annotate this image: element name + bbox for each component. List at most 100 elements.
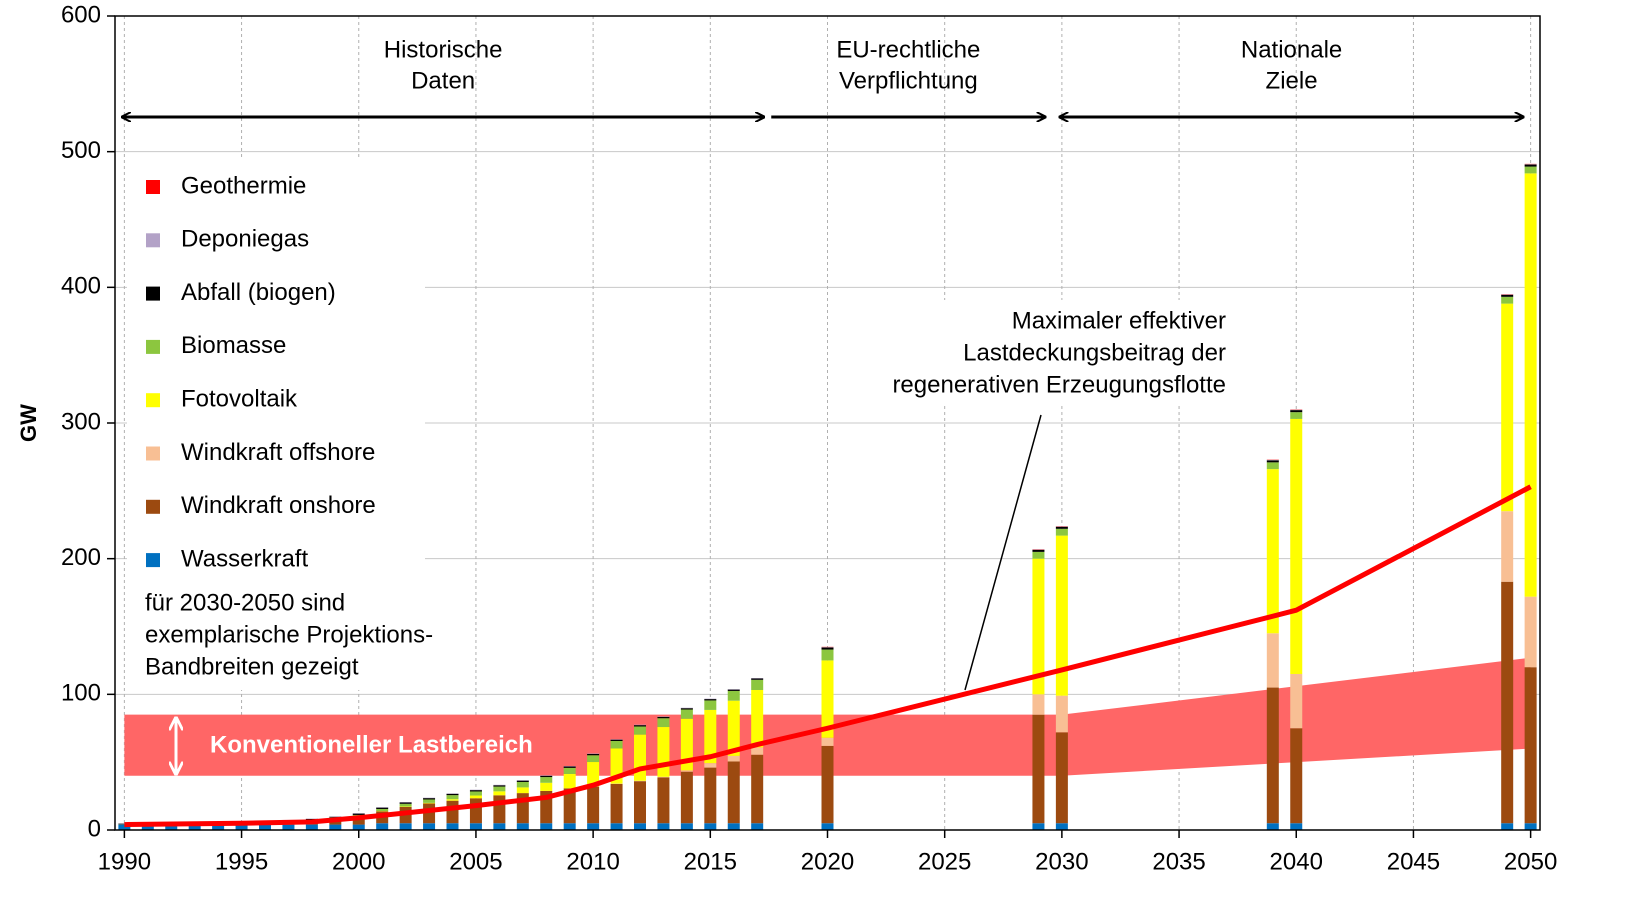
- x-tick-label: 2025: [918, 848, 971, 875]
- bar-segment: [399, 802, 412, 804]
- bar-segment: [587, 762, 600, 787]
- legend-label: Abfall (biogen): [181, 279, 336, 306]
- bar-segment: [376, 807, 389, 809]
- legend-swatch: [146, 393, 160, 408]
- bar-segment: [1055, 823, 1068, 830]
- note: für 2030-2050 sind: [145, 589, 345, 616]
- bar-segment: [516, 780, 529, 782]
- note: exemplarische Projektions-: [145, 621, 433, 648]
- bar-segment: [1266, 687, 1279, 824]
- period-label: Daten: [411, 67, 475, 94]
- bar-segment: [563, 773, 576, 789]
- bar-segment: [657, 776, 670, 778]
- bar-segment: [423, 823, 436, 830]
- bar-segment: [1055, 528, 1068, 536]
- legend-swatch: [146, 180, 160, 194]
- legend-label: Deponiegas: [181, 226, 309, 253]
- bar-segment: [704, 763, 717, 768]
- bar-segment: [610, 741, 623, 749]
- bar-segment: [727, 761, 740, 824]
- bar-segment: [727, 755, 740, 762]
- bar-segment: [563, 767, 576, 774]
- x-tick-label: 1990: [98, 848, 151, 875]
- legend-swatch: [146, 339, 160, 354]
- bar-segment: [282, 824, 295, 830]
- line-annotation: Lastdeckungsbeitrag der: [963, 339, 1226, 366]
- bar-segment: [1290, 410, 1303, 413]
- bar-segment: [469, 823, 482, 830]
- legend-label: Fotovoltaik: [181, 386, 298, 413]
- x-tick-label: 2020: [801, 848, 854, 875]
- bar-segment: [1290, 418, 1303, 674]
- bar-segment: [1501, 296, 1514, 304]
- bar-segment: [1055, 535, 1068, 696]
- bar-segment: [1032, 823, 1045, 830]
- bar-segment: [141, 824, 154, 830]
- legend-swatch: [146, 446, 160, 461]
- bar-segment: [352, 824, 365, 830]
- bar-segment: [516, 823, 529, 830]
- bar-segment: [680, 770, 693, 772]
- bar-segment: [751, 678, 764, 680]
- bar-segment: [235, 824, 248, 830]
- x-tick-label: 2010: [566, 848, 619, 875]
- bar-segment: [212, 824, 225, 830]
- bar-segment: [1501, 294, 1514, 297]
- bar-segment: [587, 786, 600, 824]
- bar-segment: [399, 803, 412, 807]
- bar-segment: [821, 649, 834, 661]
- bar-segment: [680, 709, 693, 719]
- bar-segment: [704, 709, 717, 764]
- bar-segment: [376, 808, 389, 812]
- line-annotation: Maximaler effektiver: [1012, 307, 1226, 334]
- bar-segment: [680, 771, 693, 824]
- legend-swatch: [146, 233, 160, 248]
- bar-segment: [587, 755, 600, 763]
- bar-segment: [657, 716, 670, 719]
- period-label: EU-rechtliche: [836, 36, 980, 63]
- x-tick-label: 2005: [449, 848, 502, 875]
- bar-segment: [188, 824, 201, 830]
- legend-swatch: [146, 499, 160, 514]
- y-tick-label: 400: [61, 273, 101, 300]
- bar-segment: [352, 816, 365, 825]
- y-tick-label: 600: [61, 1, 101, 28]
- bar-segment: [563, 823, 576, 830]
- bar-segment: [634, 725, 646, 727]
- bar-segment: [469, 790, 482, 792]
- bar-segment: [680, 718, 693, 771]
- bar-segment: [751, 823, 764, 830]
- bar-segment: [587, 753, 600, 756]
- bar-segment: [634, 823, 646, 830]
- bar-segment: [1290, 823, 1303, 830]
- x-tick-label: 2000: [332, 848, 385, 875]
- bar-segment: [1524, 667, 1537, 824]
- legend-label: Wasserkraft: [181, 545, 308, 572]
- note: Bandbreiten gezeigt: [145, 653, 359, 680]
- bar-segment: [657, 727, 670, 777]
- bar-segment: [610, 739, 623, 742]
- bar-segment: [610, 783, 623, 824]
- annotation-leader: [964, 414, 1042, 691]
- bar-segment: [1501, 581, 1514, 824]
- y-tick-label: 300: [61, 408, 101, 435]
- bar-segment: [399, 823, 412, 830]
- y-tick-label: 200: [61, 544, 101, 571]
- bar-segment: [329, 824, 342, 830]
- x-tick-label: 2015: [684, 848, 737, 875]
- bar-segment: [704, 823, 717, 830]
- bar-segment: [1032, 549, 1045, 552]
- bar-segment: [680, 708, 693, 710]
- annotation-background: [845, 300, 1235, 404]
- bar-segment: [751, 747, 764, 755]
- bar-segment: [259, 824, 271, 830]
- bar-segment: [446, 800, 459, 824]
- bar-segment: [540, 823, 553, 830]
- bar-segment: [821, 660, 834, 738]
- bar-segment: [563, 788, 576, 824]
- bar-segment: [704, 767, 717, 824]
- bar-segment: [305, 818, 318, 820]
- legend-label: Windkraft offshore: [181, 439, 375, 466]
- bar-segment: [727, 700, 740, 756]
